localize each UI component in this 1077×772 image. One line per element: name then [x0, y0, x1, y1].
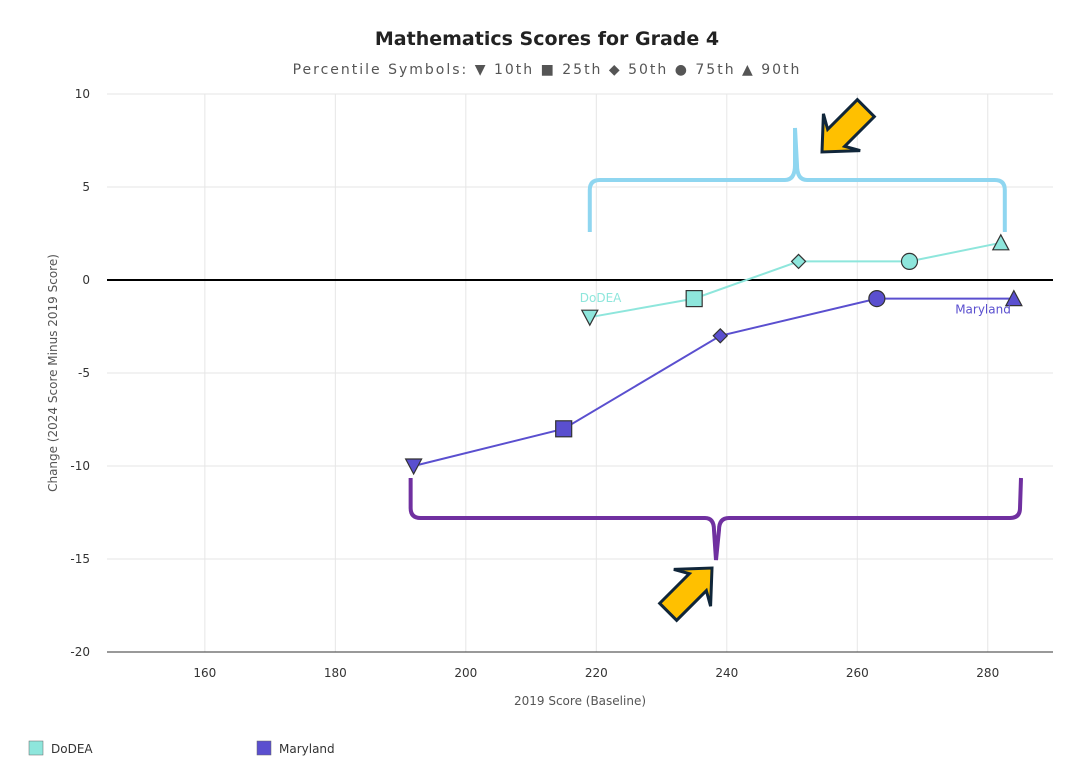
arrow-shape — [820, 97, 877, 154]
y-tick-label: -15 — [70, 552, 90, 566]
y-axis-label: Change (2024 Score Minus 2019 Score) — [46, 254, 60, 492]
50th-percentile-marker — [712, 327, 729, 344]
arrow-up-right — [657, 566, 714, 623]
y-tick-label: 5 — [82, 180, 90, 194]
series-dodea: DoDEA — [580, 233, 1010, 327]
series-label: Maryland — [955, 303, 1011, 317]
legend-swatch — [28, 740, 44, 756]
90th-percentile-marker — [1004, 289, 1023, 307]
chart-title: Mathematics Scores for Grade 4 — [375, 28, 719, 50]
x-tick-label: 180 — [324, 666, 347, 680]
90th-percentile-marker — [991, 233, 1010, 251]
25th-percentile-marker — [685, 290, 703, 308]
x-tick-label: 260 — [846, 666, 869, 680]
series-line — [413, 297, 1014, 467]
x-tick-label: 200 — [454, 666, 477, 680]
legend-label: DoDEA — [51, 742, 93, 756]
chart-subtitle: Percentile Symbols: ▼ 10th ■ 25th ◆ 50th… — [293, 62, 802, 78]
y-tick-label: -10 — [70, 459, 90, 473]
x-tick-label: 240 — [715, 666, 738, 680]
10th-percentile-marker — [404, 458, 423, 476]
x-tick-label: 220 — [585, 666, 608, 680]
x-tick-label: 280 — [976, 666, 999, 680]
75th-percentile-marker — [868, 290, 886, 308]
y-tick-label: -20 — [70, 645, 90, 659]
y-tick-label: 0 — [82, 273, 90, 287]
x-tick-label: 160 — [193, 666, 216, 680]
y-tick-label: 10 — [75, 87, 90, 101]
25th-percentile-marker — [555, 420, 573, 438]
series-maryland: Maryland — [404, 289, 1023, 476]
y-tick-label: -5 — [78, 366, 90, 380]
50th-percentile-marker — [790, 253, 807, 270]
arrow-shape — [657, 566, 714, 623]
series-label: DoDEA — [580, 291, 622, 305]
legend-item[interactable]: Maryland — [256, 740, 335, 756]
legend-item[interactable]: DoDEA — [28, 740, 93, 756]
75th-percentile-marker — [900, 252, 919, 270]
maryland-brace — [408, 477, 1023, 561]
legend-label: Maryland — [279, 742, 335, 756]
x-axis-label: 2019 Score (Baseline) — [514, 694, 646, 708]
10th-percentile-marker — [580, 309, 599, 327]
arrow-down-left — [820, 97, 877, 154]
dodea-brace — [587, 127, 1007, 232]
legend-swatch — [256, 740, 272, 756]
